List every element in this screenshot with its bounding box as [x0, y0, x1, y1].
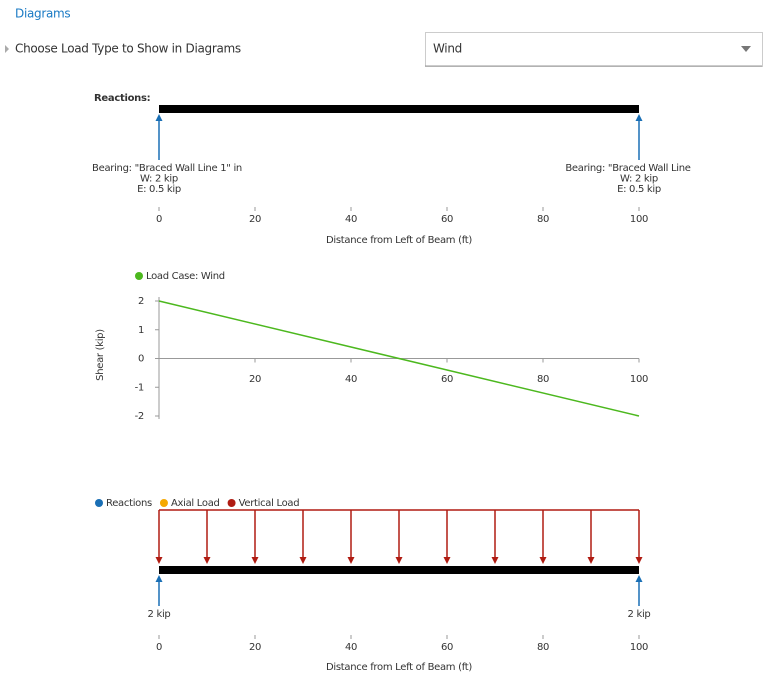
expander[interactable] — [5, 45, 9, 53]
x-tick-label: 60 — [441, 642, 453, 653]
load-arrow — [299, 510, 307, 564]
x-tick-label: 80 — [537, 374, 549, 385]
load-arrow-head — [347, 557, 355, 564]
load-arrow-head — [203, 557, 211, 564]
x-tick-label: 60 — [441, 214, 453, 225]
support-label: W: 2 kip — [620, 174, 658, 185]
load-arrow-head — [251, 557, 259, 564]
x-tick-label: 20 — [249, 214, 261, 225]
reaction-arrow-head — [155, 575, 163, 582]
legend-label: Reactions — [106, 498, 152, 509]
support-arrow-head — [155, 114, 163, 121]
support-label: Bearing: "Braced Wall Line — [565, 163, 690, 174]
load-arrow-head — [539, 557, 547, 564]
support-label: E: 0.5 kip — [137, 184, 181, 195]
load-arrow-head — [491, 557, 499, 564]
chart-title: Reactions: — [94, 93, 150, 104]
support-label: E: 0.5 kip — [617, 184, 661, 195]
load-arrow — [539, 510, 547, 564]
load-arrow-head — [299, 557, 307, 564]
load-arrow — [635, 510, 643, 564]
x-tick-label: 20 — [249, 642, 261, 653]
y-tick-label: -1 — [135, 382, 144, 393]
x-tick-label: 40 — [345, 374, 357, 385]
legend-marker — [159, 499, 168, 507]
support-arrow — [635, 114, 643, 160]
section-link[interactable]: Diagrams — [15, 7, 71, 21]
beam — [159, 566, 639, 574]
x-tick-label: 80 — [537, 214, 549, 225]
load-arrow-head — [587, 557, 595, 564]
x-tick-label: 40 — [345, 214, 357, 225]
load-arrow-head — [155, 557, 163, 564]
control-label: Choose Load Type to Show in Diagrams — [15, 42, 241, 56]
series-line — [158, 300, 640, 417]
load-arrow-head — [635, 557, 643, 564]
dropdown-value[interactable]: Wind — [433, 42, 462, 56]
dropdown-caret[interactable] — [741, 46, 751, 52]
x-tick-label: 100 — [630, 214, 648, 225]
legend-marker — [135, 272, 143, 280]
load-arrow — [155, 510, 163, 564]
x-tick-label: 80 — [537, 642, 549, 653]
x-tick-label: 20 — [249, 374, 261, 385]
load-arrow — [347, 510, 355, 564]
y-tick-label: -2 — [135, 411, 144, 422]
beam — [159, 105, 639, 113]
load-arrow — [203, 510, 211, 564]
x-tick-label: 0 — [156, 642, 162, 653]
x-tick-label: 40 — [345, 642, 357, 653]
x-tick-label: 60 — [441, 374, 453, 385]
support-arrow — [155, 114, 163, 160]
y-axis-label: Shear (kip) — [95, 329, 106, 381]
legend-marker — [227, 499, 236, 507]
load-arrow — [443, 510, 451, 564]
reaction-arrow — [635, 575, 643, 606]
reaction-arrow — [155, 575, 163, 606]
y-tick-label: 2 — [138, 296, 144, 307]
support-label: Bearing: "Braced Wall Line 1" in — [92, 163, 242, 174]
legend-label: Axial Load — [171, 498, 220, 509]
load-arrow-head — [395, 557, 403, 564]
reaction-arrow-head — [635, 575, 643, 582]
x-tick-label: 100 — [630, 642, 648, 653]
x-tick-label: 100 — [630, 374, 648, 385]
x-tick-label: 0 — [156, 214, 162, 225]
y-tick-label: 1 — [138, 325, 144, 336]
legend-label: Load Case: Wind — [146, 271, 225, 282]
reaction-label: 2 kip — [148, 609, 171, 620]
reaction-label: 2 kip — [628, 609, 651, 620]
x-axis-label: Distance from Left of Beam (ft) — [326, 662, 472, 673]
load-arrow — [395, 510, 403, 564]
x-axis-label: Distance from Left of Beam (ft) — [326, 235, 472, 246]
y-tick-label: 0 — [138, 354, 144, 365]
support-arrow-head — [635, 114, 643, 121]
support-label: W: 2 kip — [140, 174, 178, 185]
legend-label: Vertical Load — [239, 498, 300, 509]
load-arrow — [251, 510, 259, 564]
load-arrow — [587, 510, 595, 564]
load-arrow — [491, 510, 499, 564]
legend-marker — [95, 499, 103, 507]
dropdown[interactable] — [425, 32, 763, 67]
load-arrow-head — [443, 557, 451, 564]
